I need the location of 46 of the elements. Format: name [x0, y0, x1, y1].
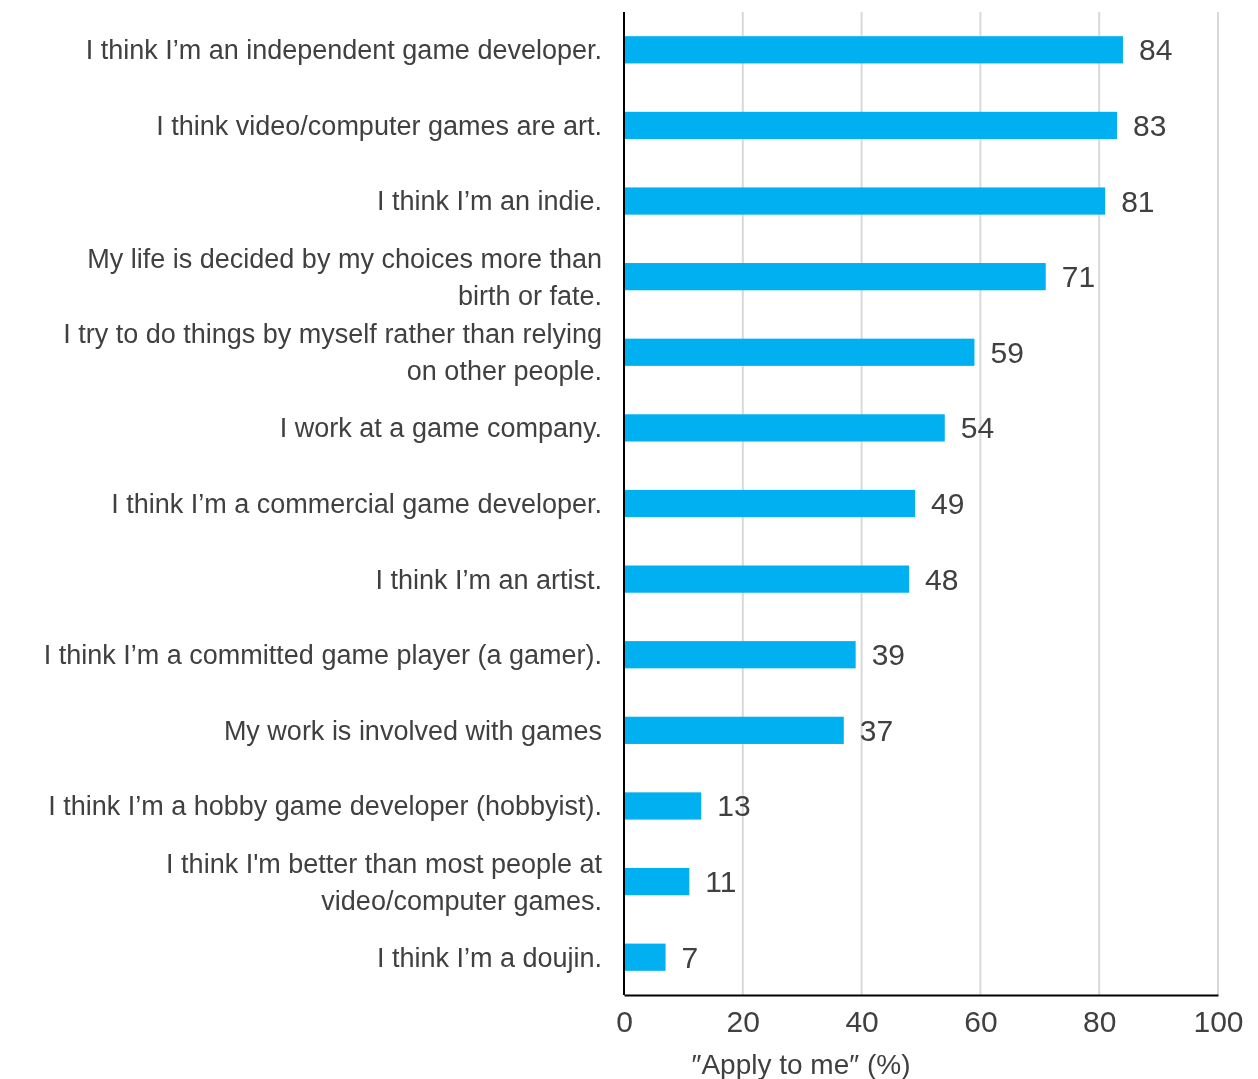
x-tick-label: 0	[616, 1005, 633, 1039]
data-label: 84	[1138, 33, 1173, 67]
bar	[624, 263, 1046, 291]
x-tick-label: 20	[726, 1005, 760, 1039]
data-label: 49	[931, 487, 965, 520]
y-tick-label: I think I’m a hobby game developer (hobbyist).	[48, 791, 602, 822]
bar	[624, 36, 1123, 64]
data-label: 39	[871, 638, 906, 672]
bar	[624, 943, 666, 971]
y-tick-label: I think I’m an artist.	[375, 564, 602, 595]
data-label: 81	[1121, 184, 1155, 218]
y-tick-label: I think video/computer games are art.	[156, 110, 602, 141]
x-tick-label: 80	[1083, 1005, 1117, 1039]
data-label: 83	[1133, 108, 1167, 142]
y-tick-label: My work is involved with games	[223, 715, 602, 746]
bar	[624, 414, 945, 442]
data-label: 54	[960, 411, 995, 445]
bar	[624, 338, 975, 366]
bar	[624, 792, 702, 820]
bar	[624, 489, 916, 518]
y-tick-label: My life is decided by my choices more than birth or fate.	[87, 243, 602, 311]
y-tick-label: I think I’m a committed game player (a gamer).	[43, 640, 602, 671]
bar	[624, 187, 1106, 215]
x-axis-title: ″Apply to me″ (%)	[691, 1049, 911, 1079]
bar	[624, 867, 690, 896]
y-tick-label: I try to do things by myself rather than relying on other people.	[63, 319, 602, 387]
data-label: 13	[717, 789, 751, 823]
data-label: 59	[990, 335, 1024, 369]
data-label: 7	[681, 940, 699, 974]
y-tick-label: I think I’m a doujin.	[376, 942, 602, 973]
y-tick-label: I think I’m a commercial game developer.	[111, 488, 602, 519]
data-label: 71	[1061, 260, 1096, 294]
bar	[624, 111, 1118, 140]
bar	[624, 641, 856, 669]
data-label: 48	[925, 562, 959, 596]
y-tick-label: I think I’m an independent game developer.	[85, 35, 602, 66]
data-label: 37	[859, 713, 894, 747]
data-label: 11	[705, 865, 737, 899]
y-tick-label: I work at a game company.	[279, 413, 602, 444]
x-tick-label: 60	[964, 1005, 998, 1039]
x-tick-label: 40	[845, 1005, 879, 1039]
bar	[624, 716, 844, 744]
y-tick-label: I think I’m an indie.	[376, 186, 602, 217]
y-tick-label: I think I'm better than most people at video/computer games.	[166, 848, 603, 916]
bar	[624, 565, 910, 593]
x-tick-label: 100	[1193, 1005, 1244, 1039]
